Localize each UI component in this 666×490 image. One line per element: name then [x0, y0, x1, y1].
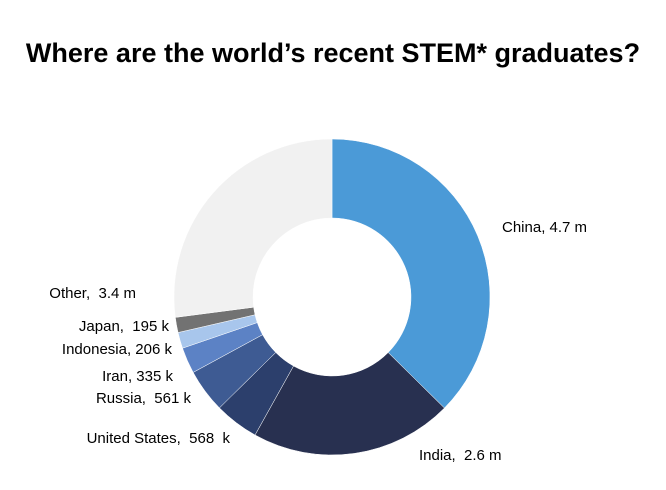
slice-label: India, 2.6 m — [419, 447, 502, 464]
slice-label: Iran, 335 k — [102, 368, 173, 385]
slice-china — [331, 138, 491, 409]
chart-title: Where are the world’s recent STEM* gradu… — [25, 38, 641, 68]
slice-label: Other, 3.4 m — [49, 285, 136, 302]
slice-label: China, 4.7 m — [502, 219, 587, 236]
slice-other — [173, 138, 333, 318]
slice-label: United States, 568 k — [87, 430, 231, 447]
donut-slices — [173, 138, 491, 456]
slice-label: Russia, 561 k — [96, 390, 192, 407]
slice-label: Indonesia, 206 k — [62, 341, 173, 358]
slice-india — [254, 352, 445, 456]
slice-labels: China, 4.7 m India, 2.6 m United States, 5… — [49, 219, 587, 464]
slice-label: Japan, 195 k — [79, 318, 170, 335]
